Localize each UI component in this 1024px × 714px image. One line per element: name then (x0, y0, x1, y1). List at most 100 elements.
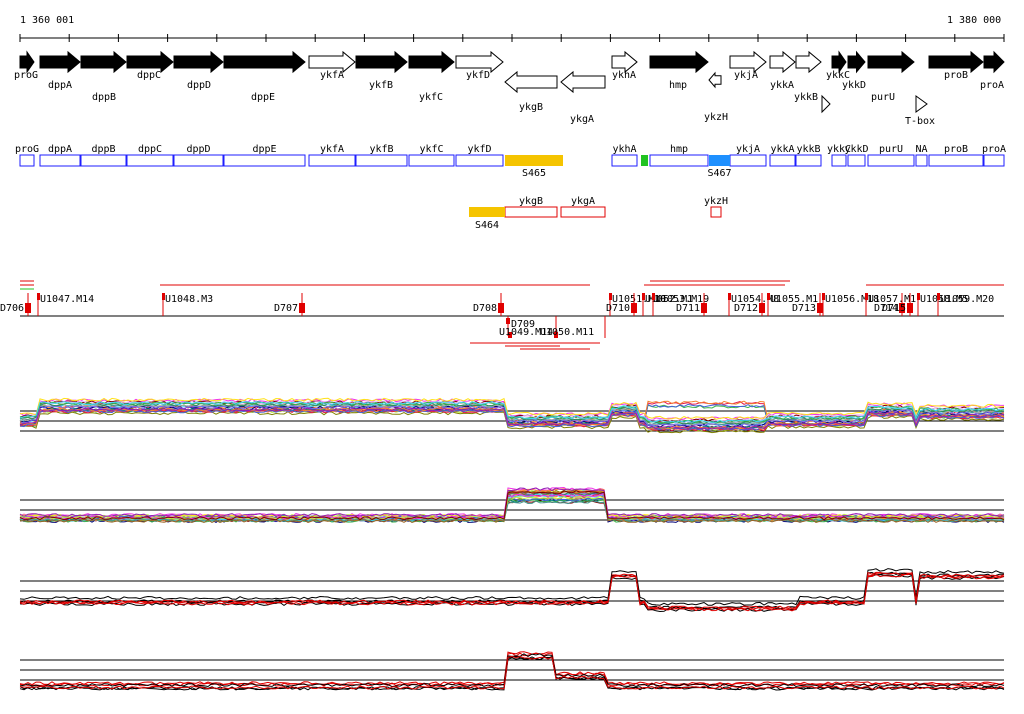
annotation-box[interactable] (710, 206, 722, 218)
segment-marker[interactable] (162, 293, 165, 300)
segment-label: U1056.M18 (825, 294, 879, 305)
gene-label: proG (14, 70, 38, 81)
gene-arrow[interactable] (408, 50, 455, 74)
gene-track: proG dppA dppB dppC dppD dppE ykfA ykfB ykfC ykfD… (14, 50, 1005, 127)
segment-marker[interactable] (642, 293, 645, 300)
gene-arrow[interactable] (708, 71, 722, 89)
segment-marker[interactable] (37, 293, 40, 300)
feature-marker[interactable] (915, 95, 928, 113)
region-box[interactable] (709, 155, 730, 166)
gene-label: dppB (92, 92, 116, 103)
gene-label: ykgA (570, 114, 594, 125)
gene-arrow[interactable] (560, 70, 606, 94)
annotation-box[interactable] (611, 154, 638, 167)
annotation-box[interactable] (847, 154, 866, 167)
annotation-box[interactable] (223, 154, 306, 167)
gene-arrow[interactable] (223, 50, 306, 74)
gene-label: ykgB (519, 102, 543, 113)
segment-marker[interactable] (937, 293, 940, 300)
segment-marker[interactable] (899, 303, 905, 313)
annotation-label: ykzH (704, 196, 728, 207)
segment-marker[interactable] (508, 332, 512, 338)
segment-label: D706 (0, 303, 24, 314)
gene-arrow[interactable] (769, 50, 796, 74)
segment-marker[interactable] (25, 303, 31, 313)
region-box[interactable] (469, 207, 505, 217)
annotation-box[interactable] (983, 154, 1005, 167)
gene-arrow[interactable] (80, 50, 127, 74)
annotation-label: ykkD (844, 144, 868, 155)
segment-marker[interactable] (759, 303, 765, 313)
gene-arrow[interactable] (504, 70, 558, 94)
segment-marker[interactable] (822, 293, 825, 300)
annotation-box[interactable] (867, 154, 915, 167)
annotation-box[interactable] (126, 154, 174, 167)
annotation-box[interactable] (39, 154, 81, 167)
region-box[interactable] (641, 155, 648, 166)
gene-arrow[interactable] (39, 50, 81, 74)
gene-arrow[interactable] (19, 50, 35, 74)
profile-line (19, 401, 1005, 424)
gene-arrow[interactable] (611, 50, 638, 74)
gene-arrow[interactable] (455, 50, 504, 74)
panel-4 (19, 651, 1005, 691)
gene-label: ykkA (770, 80, 794, 91)
gene-arrow[interactable] (831, 50, 847, 74)
gene-arrow[interactable] (867, 50, 915, 74)
segment-marker[interactable] (506, 318, 510, 324)
gene-arrow[interactable] (983, 50, 1005, 74)
feature-marker[interactable] (821, 94, 831, 114)
annotation-box[interactable] (19, 154, 35, 167)
gene-arrow[interactable] (126, 50, 174, 74)
segment-marker[interactable] (631, 303, 637, 313)
annotation-label: dppC (138, 144, 162, 155)
gene-label: ykfC (419, 92, 443, 103)
segment-marker[interactable] (907, 303, 913, 313)
gene-arrow[interactable] (649, 50, 709, 74)
segment-label: D708 (473, 303, 497, 314)
annotation-track: proG dppA dppB dppC dppD dppE ykfA ykfB ykfC ykfD… (15, 144, 1006, 231)
region-label: S465 (522, 168, 546, 179)
segment-marker[interactable] (701, 303, 707, 313)
segment-marker[interactable] (728, 293, 731, 300)
segment-marker[interactable] (865, 293, 868, 300)
segment-marker[interactable] (917, 293, 920, 300)
profile-line (19, 491, 1005, 524)
annotation-box[interactable] (560, 206, 606, 218)
annotation-box[interactable] (795, 154, 822, 167)
annotation-label: ykkA (770, 144, 794, 155)
annotation-box[interactable] (649, 154, 709, 167)
segment-marker[interactable] (554, 332, 558, 338)
gene-arrow[interactable] (355, 50, 408, 74)
segment-marker[interactable] (609, 293, 612, 300)
segment-marker[interactable] (498, 303, 504, 313)
annotation-box[interactable] (729, 154, 767, 167)
gene-arrow[interactable] (847, 50, 866, 74)
gene-arrow[interactable] (308, 50, 356, 74)
profile-line (19, 573, 1005, 612)
gene-arrow[interactable] (173, 50, 224, 74)
segment-marker[interactable] (817, 303, 823, 313)
segment-marker[interactable] (299, 303, 305, 313)
annotation-box[interactable] (80, 154, 127, 167)
annotation-box[interactable] (455, 154, 504, 167)
gene-arrow[interactable] (928, 50, 984, 74)
segment-marker[interactable] (767, 293, 770, 300)
coordinate-ruler: 1 360 001 1 380 000 (19, 15, 1005, 42)
annotation-box[interactable] (769, 154, 796, 167)
annotation-box[interactable] (355, 154, 408, 167)
segment-label: U1051.M10 (612, 294, 666, 305)
segment-marker[interactable] (652, 293, 655, 300)
region-box[interactable] (505, 155, 563, 166)
annotation-label: ykhA (612, 144, 636, 155)
gene-arrow[interactable] (795, 50, 822, 74)
annotation-box[interactable] (308, 154, 356, 167)
annotation-box[interactable] (831, 154, 847, 167)
annotation-box[interactable] (915, 154, 928, 167)
annotation-box[interactable] (408, 154, 455, 167)
annotation-label: dppA (48, 144, 72, 155)
annotation-box[interactable] (504, 206, 558, 218)
annotation-box[interactable] (928, 154, 984, 167)
gene-arrow[interactable] (729, 50, 767, 74)
annotation-box[interactable] (173, 154, 224, 167)
